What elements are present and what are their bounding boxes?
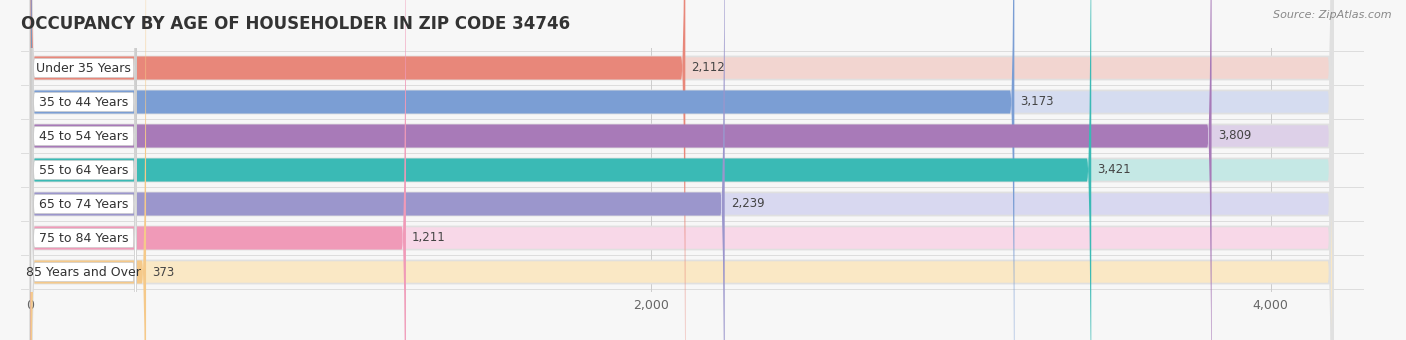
FancyBboxPatch shape: [31, 0, 1212, 340]
Text: 85 Years and Over: 85 Years and Over: [27, 266, 141, 278]
FancyBboxPatch shape: [31, 0, 136, 340]
FancyBboxPatch shape: [31, 0, 136, 340]
FancyBboxPatch shape: [31, 0, 1333, 340]
FancyBboxPatch shape: [31, 0, 1091, 340]
Text: Under 35 Years: Under 35 Years: [37, 62, 131, 74]
Text: 3,809: 3,809: [1218, 130, 1251, 142]
Text: Source: ZipAtlas.com: Source: ZipAtlas.com: [1274, 10, 1392, 20]
FancyBboxPatch shape: [31, 0, 1333, 340]
Text: OCCUPANCY BY AGE OF HOUSEHOLDER IN ZIP CODE 34746: OCCUPANCY BY AGE OF HOUSEHOLDER IN ZIP C…: [21, 15, 571, 33]
FancyBboxPatch shape: [31, 0, 1333, 340]
Text: 2,112: 2,112: [692, 62, 725, 74]
FancyBboxPatch shape: [31, 0, 1333, 340]
FancyBboxPatch shape: [31, 0, 146, 340]
FancyBboxPatch shape: [31, 0, 724, 340]
FancyBboxPatch shape: [31, 0, 1014, 340]
Text: 35 to 44 Years: 35 to 44 Years: [39, 96, 128, 108]
FancyBboxPatch shape: [31, 0, 1333, 340]
Text: 2,239: 2,239: [731, 198, 765, 210]
FancyBboxPatch shape: [31, 0, 406, 340]
FancyBboxPatch shape: [31, 0, 136, 340]
Text: 1,211: 1,211: [412, 232, 446, 244]
FancyBboxPatch shape: [31, 0, 136, 340]
FancyBboxPatch shape: [31, 0, 1333, 340]
Text: 45 to 54 Years: 45 to 54 Years: [39, 130, 128, 142]
Text: 65 to 74 Years: 65 to 74 Years: [39, 198, 128, 210]
FancyBboxPatch shape: [31, 0, 1333, 340]
FancyBboxPatch shape: [31, 0, 685, 340]
Text: 373: 373: [152, 266, 174, 278]
FancyBboxPatch shape: [31, 0, 136, 340]
Text: 3,421: 3,421: [1098, 164, 1130, 176]
FancyBboxPatch shape: [31, 0, 136, 340]
FancyBboxPatch shape: [31, 0, 136, 340]
Text: 55 to 64 Years: 55 to 64 Years: [39, 164, 128, 176]
Text: 75 to 84 Years: 75 to 84 Years: [39, 232, 128, 244]
Text: 3,173: 3,173: [1021, 96, 1054, 108]
